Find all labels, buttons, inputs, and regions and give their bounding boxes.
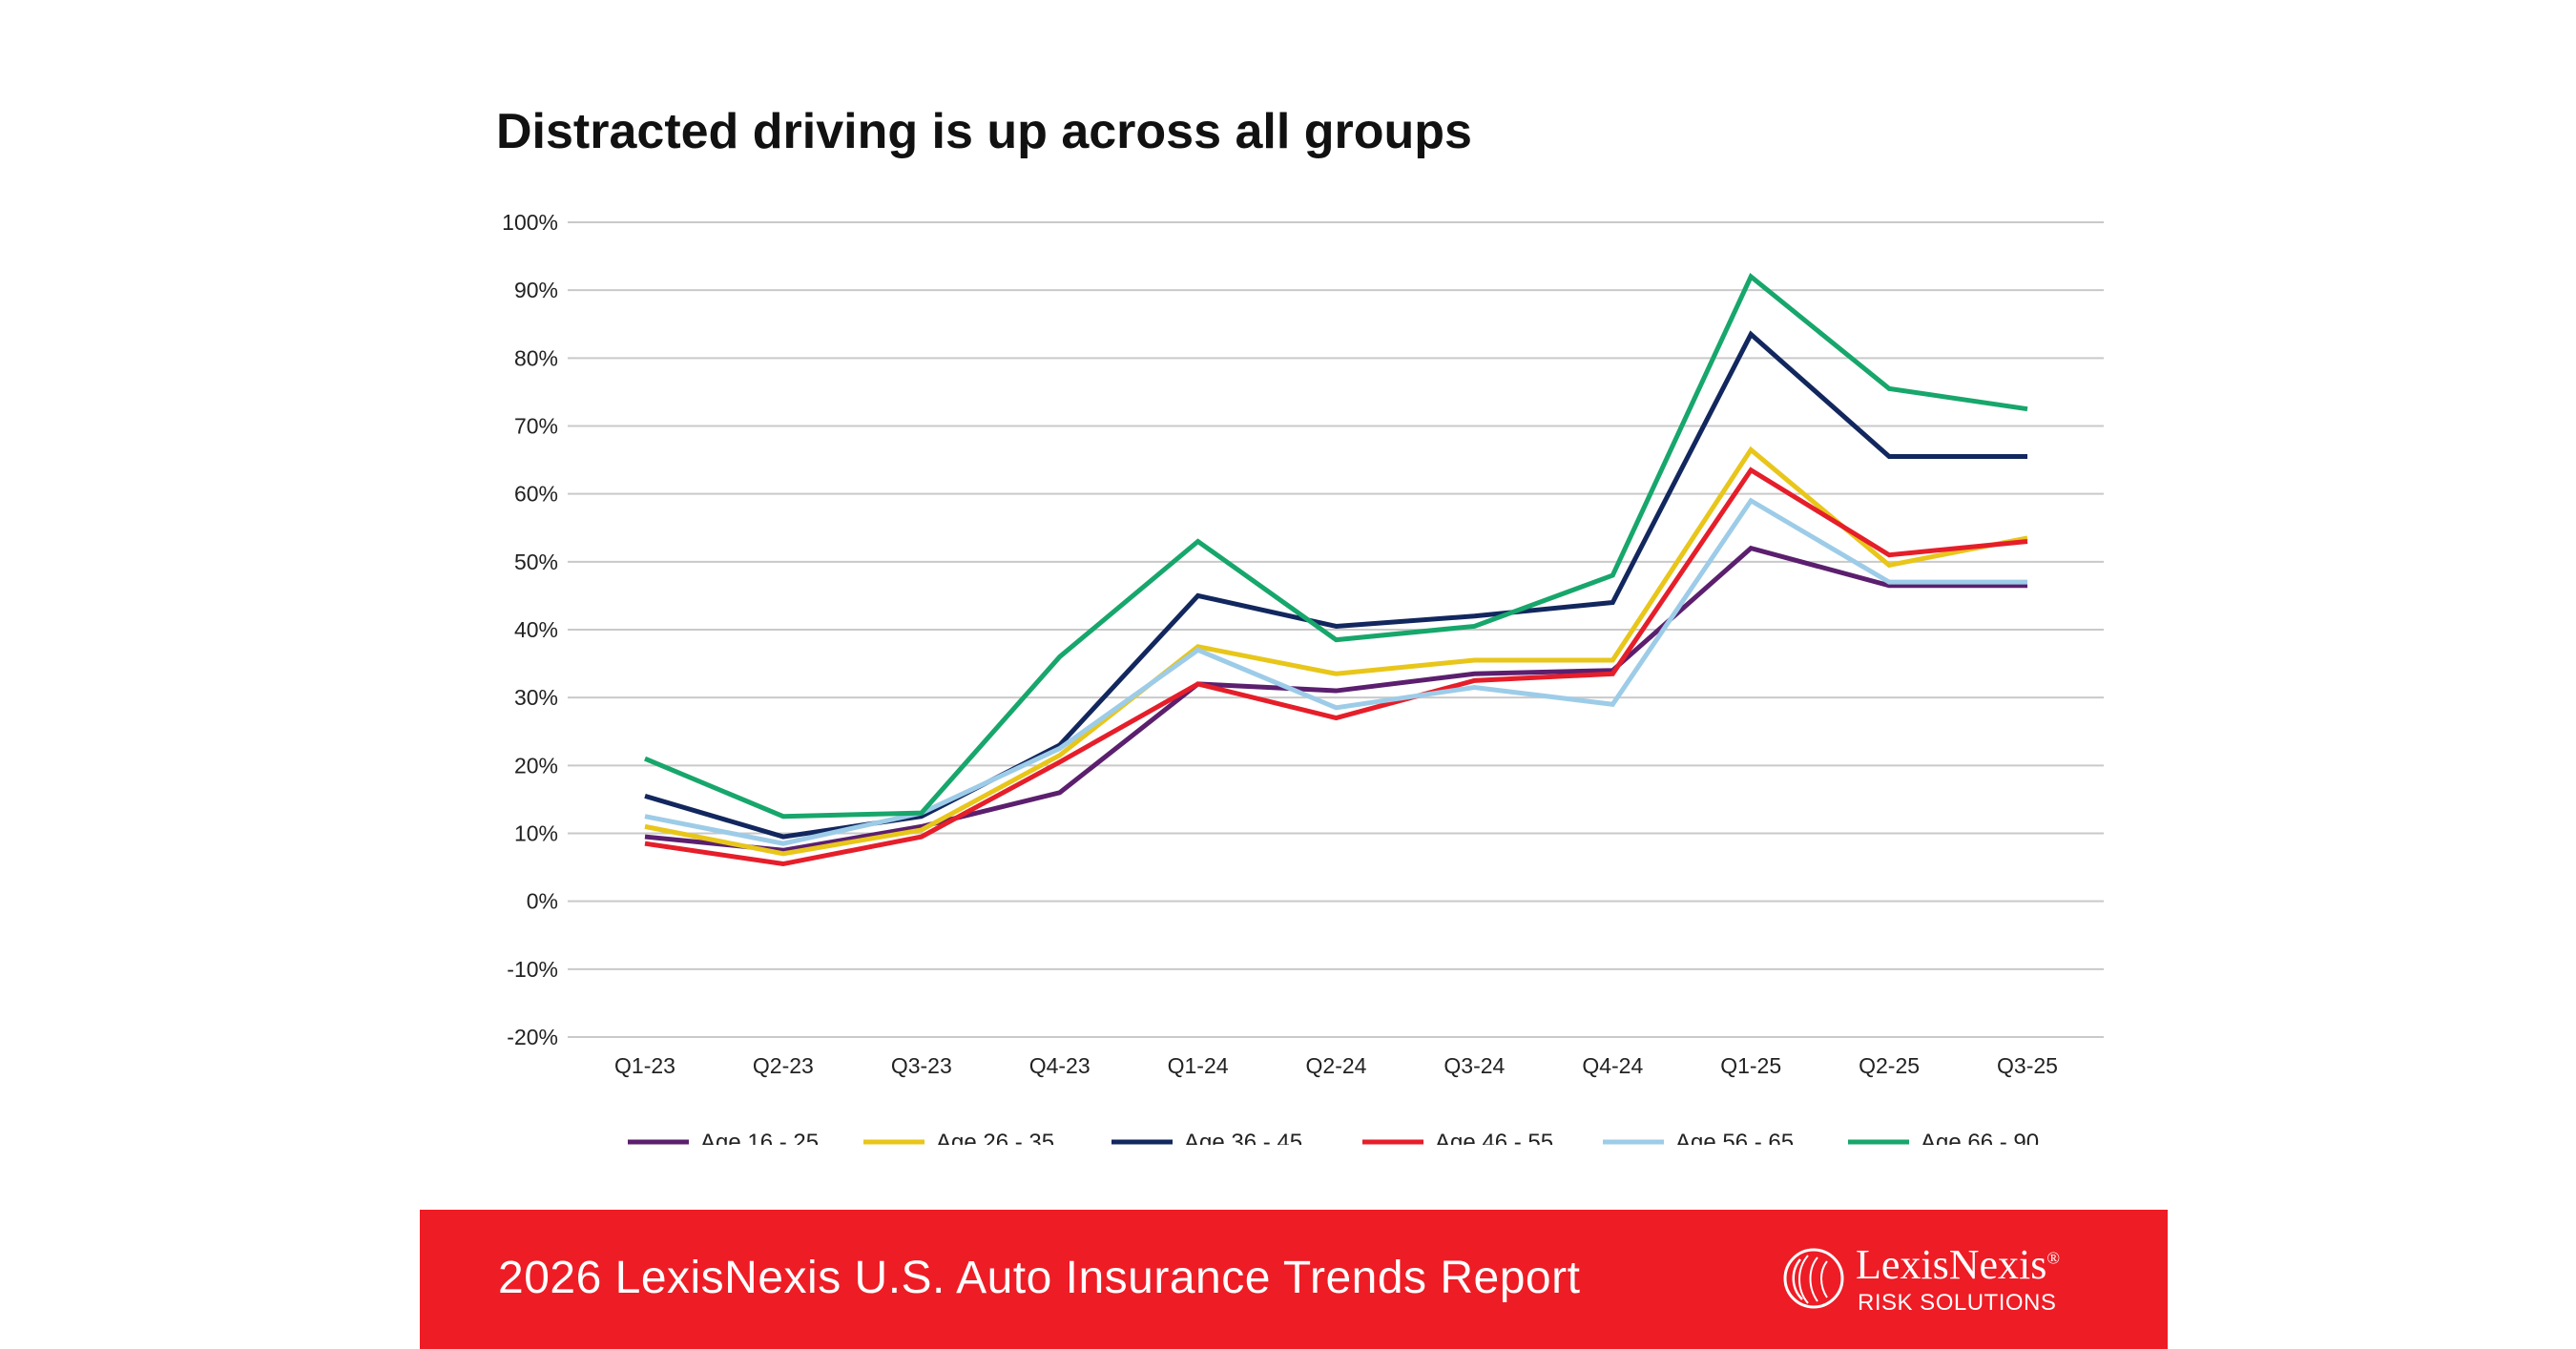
legend-label: Age 56 - 65 <box>1675 1130 1794 1145</box>
y-tick-label: 70% <box>514 414 558 439</box>
y-tick-label: 30% <box>514 685 558 710</box>
legend: Age 16 - 25 Age 26 - 35 Age 36 - 45 Age 46 … <box>628 1130 2039 1145</box>
y-tick-label: 20% <box>514 753 558 778</box>
x-tick-label: Q1-25 <box>1720 1053 1781 1078</box>
brand-name: LexisNexis® <box>1856 1240 2060 1289</box>
x-tick-label: Q2-23 <box>753 1053 814 1078</box>
brand-logo-block: LexisNexis® RISK SOLUTIONS <box>1779 1240 2123 1317</box>
x-tick-label: Q1-24 <box>1168 1053 1229 1078</box>
line-chart: 100% 90% 80% 70% 60% 50% 40% 30% 20% 10% 0% -10% -20… <box>0 0 2576 1145</box>
brand-subtitle: RISK SOLUTIONS <box>1858 1290 2056 1317</box>
x-tick-label: Q3-23 <box>891 1053 952 1078</box>
y-tick-label: 100% <box>502 210 558 235</box>
x-tick-label: Q3-25 <box>1997 1053 2058 1078</box>
lexisnexis-logo-icon <box>1779 1244 1848 1313</box>
y-tick-label: 60% <box>514 482 558 507</box>
series-line <box>645 470 2027 864</box>
x-axis-ticks: Q1-23 Q2-23 Q3-23 Q4-23 Q1-24 Q2-24 Q3-24 Q4-24… <box>614 1053 2058 1078</box>
x-tick-label: Q3-24 <box>1444 1053 1505 1078</box>
series-line <box>645 334 2027 837</box>
footer-banner: 2026 LexisNexis U.S. Auto Insurance Tren… <box>420 1210 2168 1349</box>
x-tick-label: Q4-23 <box>1029 1053 1091 1078</box>
y-tick-label: 80% <box>514 345 558 370</box>
x-tick-label: Q2-24 <box>1306 1053 1367 1078</box>
x-tick-label: Q1-23 <box>614 1053 675 1078</box>
y-tick-label: -20% <box>507 1025 558 1049</box>
series-line <box>645 549 2027 851</box>
legend-label: Age 46 - 55 <box>1435 1130 1553 1145</box>
y-axis-ticks: 100% 90% 80% 70% 60% 50% 40% 30% 20% 10% 0% -10% -20… <box>502 210 558 1049</box>
y-tick-label: 10% <box>514 821 558 846</box>
x-tick-label: Q2-25 <box>1859 1053 1920 1078</box>
y-tick-label: -10% <box>507 957 558 982</box>
report-title: 2026 LexisNexis U.S. Auto Insurance Tren… <box>498 1252 1580 1304</box>
legend-label: Age 26 - 35 <box>936 1130 1054 1145</box>
registered-mark: ® <box>2046 1248 2060 1267</box>
y-tick-label: 0% <box>527 889 558 914</box>
brand-name-text: LexisNexis <box>1856 1241 2046 1288</box>
y-tick-label: 40% <box>514 617 558 642</box>
grid-lines <box>568 222 2104 1037</box>
legend-label: Age 16 - 25 <box>700 1130 819 1145</box>
y-tick-label: 90% <box>514 278 558 302</box>
y-tick-label: 50% <box>514 550 558 574</box>
x-tick-label: Q4-24 <box>1582 1053 1643 1078</box>
legend-label: Age 36 - 45 <box>1184 1130 1302 1145</box>
series-lines <box>645 277 2027 864</box>
legend-label: Age 66 - 90 <box>1921 1130 2039 1145</box>
